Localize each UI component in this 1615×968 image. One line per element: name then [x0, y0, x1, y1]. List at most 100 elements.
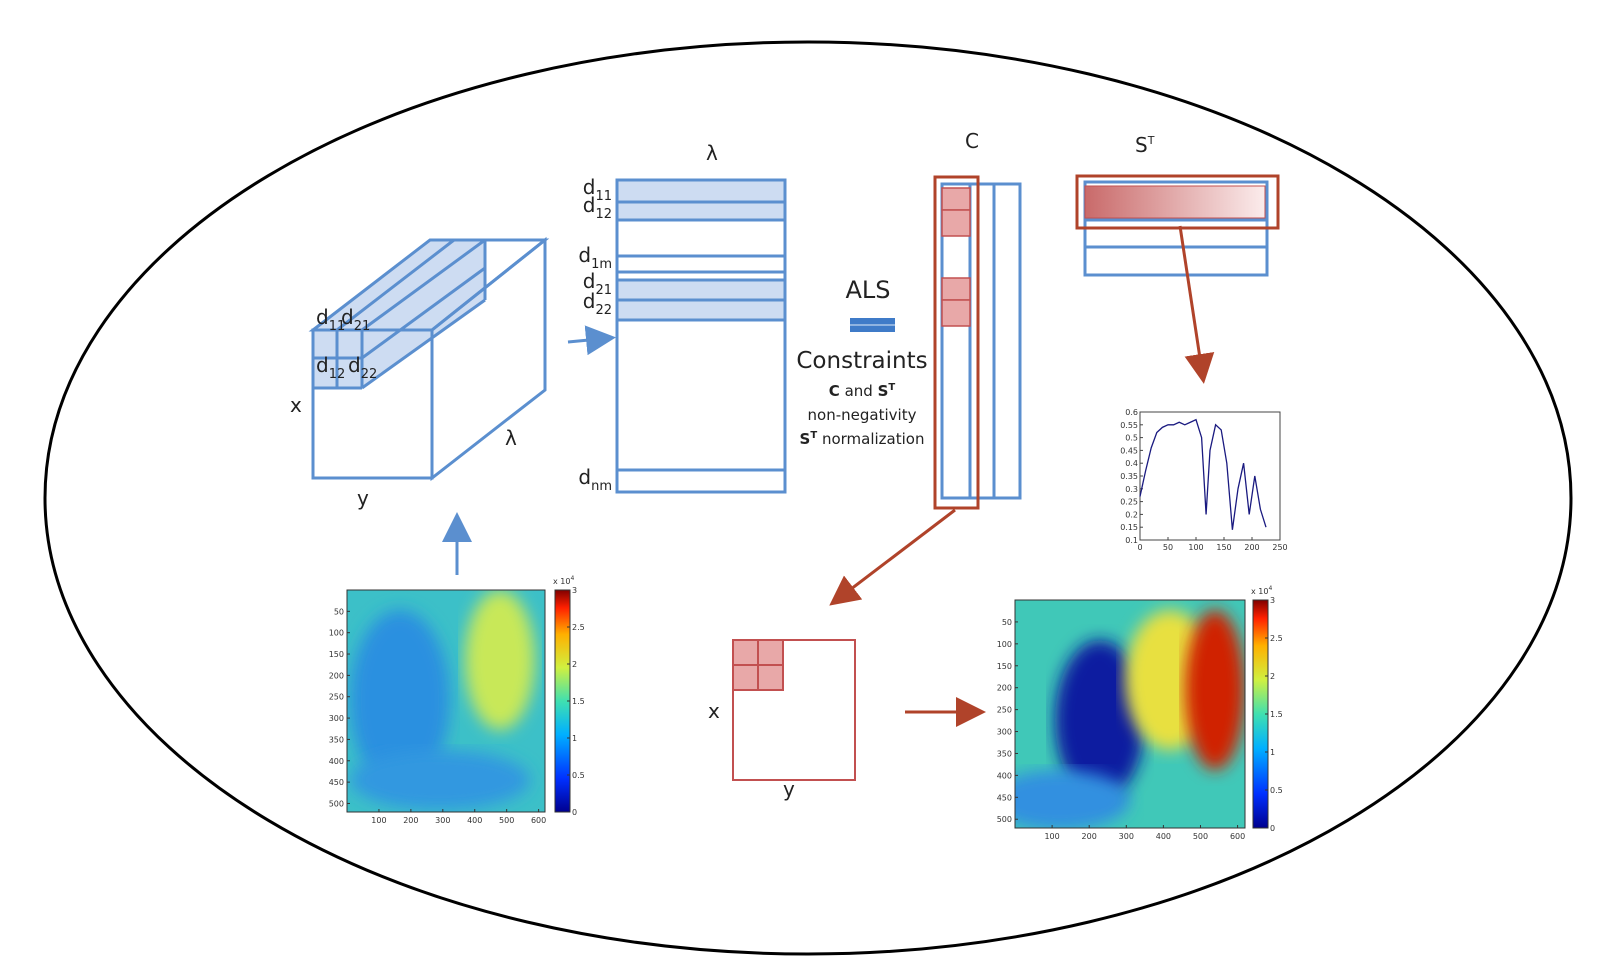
- constraint: C and ST: [829, 382, 896, 400]
- x-tick-label: 300: [435, 816, 450, 825]
- row-sub: nm: [591, 479, 612, 494]
- axis-label: λ: [706, 141, 718, 165]
- colorbar-tick-label: 0.5: [572, 771, 585, 780]
- y-tick-label: 0.45: [1120, 446, 1138, 455]
- colorbar-exp: 4: [1268, 585, 1272, 592]
- colorbar-base: x 10: [553, 577, 570, 586]
- x-tick-label: 500: [499, 816, 514, 825]
- diagram: d11 d21 d12 d22 x y λ λ d11 d12 d1m d21 …: [0, 0, 1615, 964]
- x-tick-label: 400: [1156, 832, 1171, 841]
- y-tick-label: 100: [997, 640, 1012, 649]
- cell-sub: 12: [329, 367, 346, 382]
- y-tick-label: 0.15: [1120, 523, 1138, 532]
- c-symbol: C: [829, 382, 840, 400]
- arrow: [568, 338, 610, 342]
- cell-base: d: [341, 305, 354, 329]
- x-tick-label: 200: [1082, 832, 1097, 841]
- y-tick-label: 300: [997, 728, 1012, 737]
- superscript: T: [888, 382, 895, 393]
- colorbar-tick-label: 3: [1270, 596, 1275, 605]
- y-tick-label: 0.5: [1125, 434, 1138, 443]
- row-sub: 12: [595, 207, 612, 222]
- row-base: d: [583, 289, 596, 313]
- x-tick-label: 100: [371, 816, 386, 825]
- frame-ellipse: [45, 42, 1571, 954]
- y-tick-label: 0.6: [1125, 408, 1138, 417]
- heatmap-image: [990, 600, 1245, 830]
- y-tick-label: 200: [997, 684, 1012, 693]
- row-label: dnm: [578, 465, 612, 494]
- y-tick-label: 50: [1002, 618, 1012, 627]
- x-tick-label: 600: [1230, 832, 1245, 841]
- y-tick-label: 100: [329, 629, 344, 638]
- y-tick-label: 150: [329, 650, 344, 659]
- colorbar-tick-label: 2.5: [1270, 634, 1283, 643]
- y-tick-label: 0.3: [1125, 485, 1138, 494]
- y-tick-label: 500: [329, 799, 344, 808]
- colorbar-tick-label: 2: [572, 660, 577, 669]
- x-tick-label: 0: [1137, 543, 1142, 552]
- y-tick-label: 0.35: [1120, 472, 1138, 481]
- x-tick-label: 50: [1163, 543, 1173, 552]
- axis-label: y: [783, 777, 795, 801]
- s-symbol: S: [800, 430, 811, 448]
- colorbar-label: x 104: [1251, 585, 1272, 596]
- colorbar-exp: 4: [570, 575, 574, 582]
- colorbar-tick-label: 2: [1270, 672, 1275, 681]
- y-tick-label: 250: [329, 693, 344, 702]
- x-tick-label: 100: [1044, 832, 1059, 841]
- y-tick-label: 50: [334, 607, 344, 616]
- x-tick-label: 100: [1188, 543, 1203, 552]
- row-sub: 22: [595, 303, 612, 318]
- c-cells: [942, 188, 970, 326]
- y-tick-label: 200: [329, 671, 344, 680]
- colorbar-tick-label: 0: [1270, 824, 1275, 833]
- row-base: d: [583, 193, 596, 217]
- st-row: [1085, 186, 1265, 218]
- x-tick-label: 600: [531, 816, 546, 825]
- s-symbol: S: [1135, 133, 1148, 157]
- y-tick-label: 0.25: [1120, 498, 1138, 507]
- colorbar-base: x 10: [1251, 587, 1268, 596]
- y-tick-label: 400: [329, 757, 344, 766]
- colorbar-tick-label: 3: [572, 586, 577, 595]
- colorbar-label: x 104: [553, 575, 574, 586]
- x-tick-label: 300: [1119, 832, 1134, 841]
- arrow: [834, 510, 955, 602]
- cell-base: d: [348, 353, 361, 377]
- y-tick-label: 450: [997, 793, 1012, 802]
- cell-sub: 21: [354, 319, 371, 334]
- row-sub: 11: [595, 189, 612, 204]
- y-tick-label: 150: [997, 662, 1012, 671]
- y-tick-label: 500: [997, 815, 1012, 824]
- map-cells: [733, 640, 783, 690]
- x-tick-label: 500: [1193, 832, 1208, 841]
- row-base: d: [578, 465, 591, 489]
- and: and: [840, 382, 878, 400]
- x-tick-label: 200: [1244, 543, 1259, 552]
- axis-label: x: [290, 393, 302, 417]
- colorbar-tick-label: 1: [572, 734, 577, 743]
- constraint: ST normalization: [800, 430, 925, 448]
- row-base: d: [578, 243, 591, 267]
- cell-sub: 22: [361, 367, 378, 382]
- axis-label: y: [357, 486, 369, 510]
- x-tick-label: 400: [467, 816, 482, 825]
- s-symbol: S: [878, 382, 889, 400]
- y-tick-label: 350: [997, 749, 1012, 758]
- row-label: d1m: [578, 243, 612, 272]
- colorbar-tick-label: 1.5: [1270, 710, 1283, 719]
- y-tick-label: 350: [329, 735, 344, 744]
- axis-label: λ: [505, 426, 517, 450]
- plot-frame: [1140, 412, 1280, 540]
- y-tick-label: 0.1: [1125, 536, 1138, 545]
- y-tick-label: 300: [329, 714, 344, 723]
- y-tick-label: 250: [997, 706, 1012, 715]
- superscript: T: [1147, 134, 1155, 147]
- colorbar-tick-label: 0.5: [1270, 786, 1283, 795]
- x-tick-label: 200: [403, 816, 418, 825]
- unfolded-matrix: [617, 180, 785, 492]
- als-title: ALS: [845, 276, 890, 304]
- y-tick-label: 450: [329, 778, 344, 787]
- arrow: [1180, 226, 1203, 378]
